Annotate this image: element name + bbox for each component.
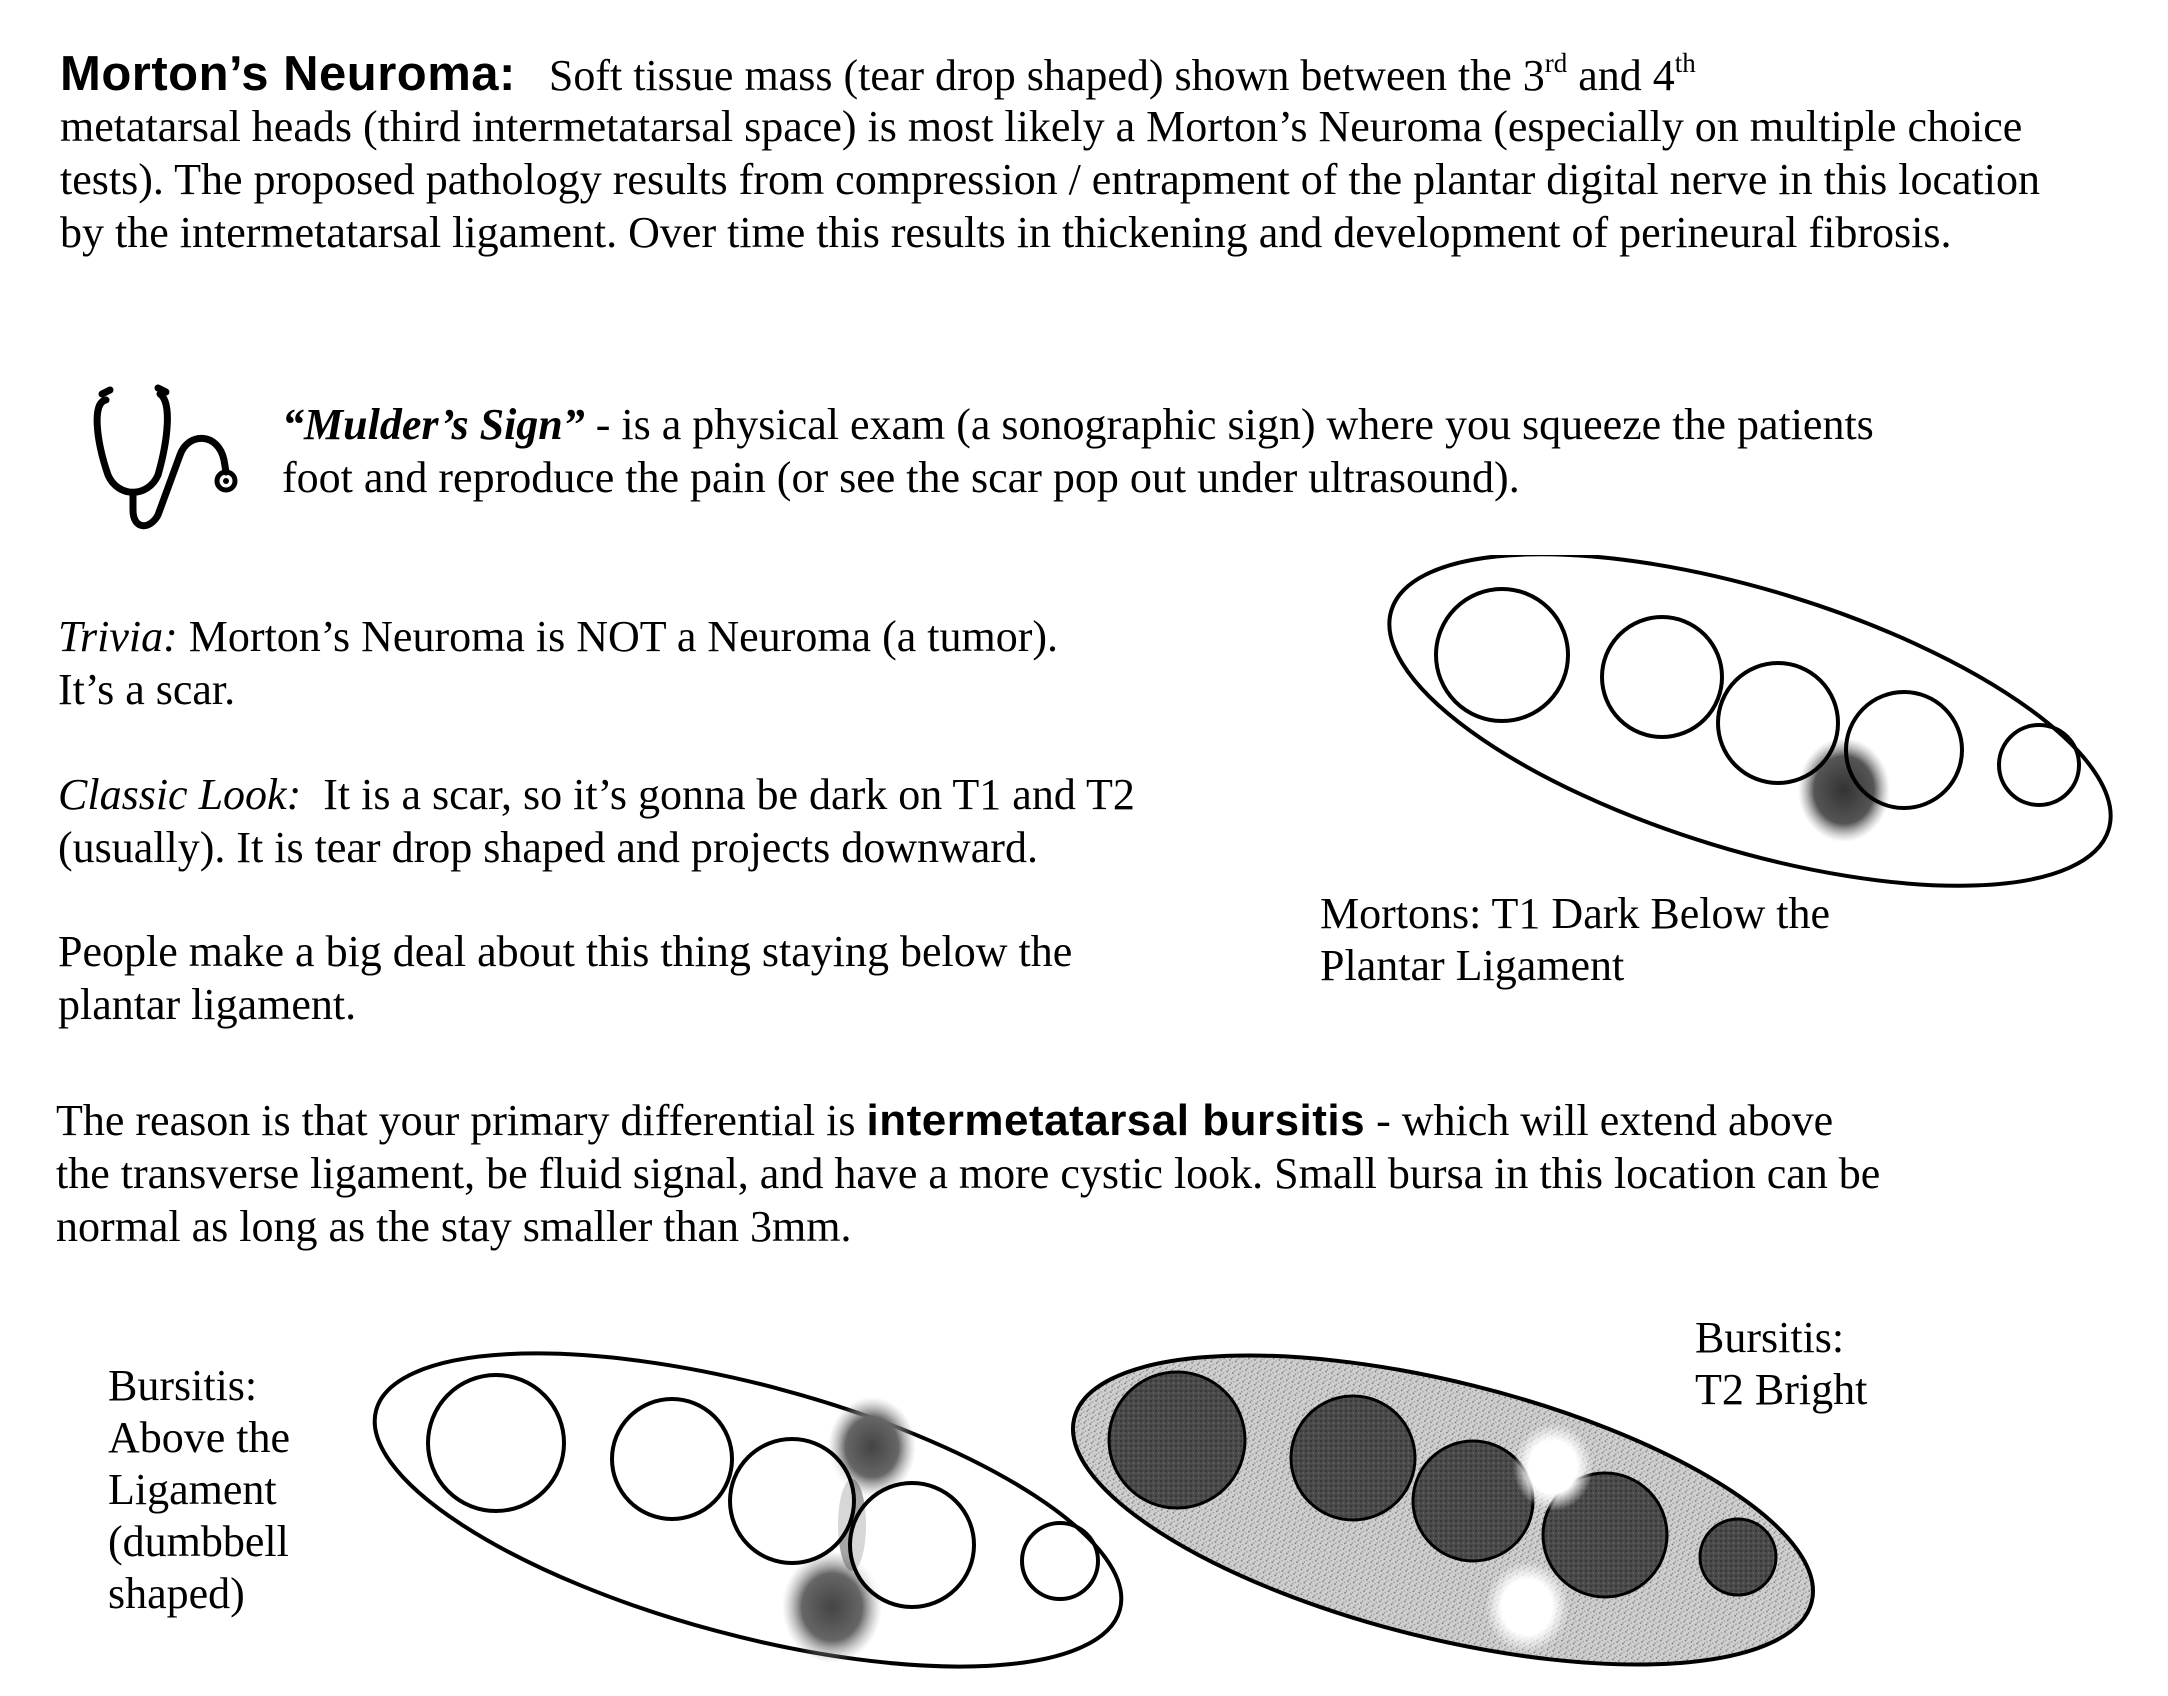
dumbbell-lower-lobe xyxy=(782,1551,882,1663)
intro-rest: metatarsal heads (third intermetatarsal … xyxy=(60,102,2040,257)
metatarsal-head xyxy=(1107,1370,1247,1510)
sup-rd: rd xyxy=(1544,48,1568,78)
bursitis-left-line: Above the xyxy=(108,1413,291,1462)
reason-bold-term: intermetatarsal bursitis xyxy=(866,1096,1366,1145)
bursitis-left-line: (dumbbell xyxy=(108,1517,289,1566)
trivia-line1: Morton’s Neuroma is NOT a Neuroma (a tum… xyxy=(188,612,1059,661)
mulder-term: “Mulder’s Sign” xyxy=(282,400,585,449)
mortons-caption-line1: Mortons: T1 Dark Below the xyxy=(1320,889,1831,938)
metatarsal-head xyxy=(610,1397,734,1521)
intro-and: and 4 xyxy=(1578,51,1675,100)
bursitis-right-line: T2 Bright xyxy=(1695,1365,1868,1414)
metatarsal-head xyxy=(1716,661,1840,785)
bursitis-left-line: shaped) xyxy=(108,1569,245,1618)
classic-section: Classic Look: It is a scar, so it’s gonn… xyxy=(58,768,1358,874)
trivia-line2: It’s a scar. xyxy=(58,665,236,714)
bright-upper-lobe xyxy=(1513,1423,1593,1511)
metatarsal-head xyxy=(728,1437,856,1565)
bursitis-left-line: Ligament xyxy=(108,1465,277,1514)
metatarsal-head xyxy=(1844,690,1964,810)
stethoscope-icon xyxy=(93,384,238,530)
intro-line1: Soft tissue mass (tear drop shaped) show… xyxy=(548,51,1545,100)
classic-line2: (usually). It is tear drop shaped and pr… xyxy=(58,823,1038,872)
metatarsal-head xyxy=(1434,587,1570,723)
intro-paragraph: Morton’s Neuroma: Soft tissue mass (tear… xyxy=(60,48,2140,259)
mulder-line2: foot and reproduce the pain (or see the … xyxy=(282,453,1520,502)
classic-line1: It is a scar, so it’s gonna be dark on T… xyxy=(323,770,1135,819)
trivia-section: Trivia: Morton’s Neuroma is NOT a Neurom… xyxy=(58,610,1308,716)
reason-line2: the transverse ligament, be fluid signal… xyxy=(56,1149,1881,1198)
mortons-caption-line2: Plantar Ligament xyxy=(1320,941,1625,990)
people-line1: People make a big deal about this thing … xyxy=(58,927,1073,976)
bursitis-t2-diagram xyxy=(1070,1353,1816,1667)
sup-th: th xyxy=(1674,48,1696,78)
neuroma-blob xyxy=(1798,738,1890,842)
reason-pre: The reason is that your primary differen… xyxy=(56,1096,856,1145)
bright-lower-lobe xyxy=(1485,1561,1569,1653)
metatarsal-head xyxy=(1020,1521,1100,1601)
bursitis-left-line: Bursitis: xyxy=(108,1361,258,1410)
dumbbell-upper-lobe xyxy=(828,1397,916,1497)
reason-line3: normal as long as the stay smaller than … xyxy=(56,1202,852,1251)
mortons-caption: Mortons: T1 Dark Below the Plantar Ligam… xyxy=(1320,888,1830,992)
classic-label: Classic Look: xyxy=(58,770,302,819)
reason-section: The reason is that your primary differen… xyxy=(56,1094,2156,1253)
mortons-diagram xyxy=(1387,555,2113,888)
bursitis-left-caption: Bursitis: Above the Ligament (dumbbell s… xyxy=(108,1360,290,1620)
people-section: People make a big deal about this thing … xyxy=(58,925,1308,1031)
metatarsal-head xyxy=(1289,1394,1417,1522)
metatarsal-head xyxy=(1600,615,1724,739)
people-line2: plantar ligament. xyxy=(58,980,357,1029)
trivia-label: Trivia: xyxy=(58,612,178,661)
bursitis-above-diagram xyxy=(372,1351,1124,1669)
mulder-section: “Mulder’s Sign” - is a physical exam (a … xyxy=(282,398,2132,504)
bursitis-right-line: Bursitis: xyxy=(1695,1313,1845,1362)
metatarsal-head xyxy=(1698,1517,1778,1597)
metatarsal-head xyxy=(1997,723,2081,807)
reason-line1-post: - which will extend above xyxy=(1376,1096,1834,1145)
foot-outline xyxy=(1387,555,2113,888)
metatarsal-head xyxy=(426,1373,566,1513)
bursitis-right-caption: Bursitis: T2 Bright xyxy=(1695,1312,1867,1416)
mulder-line1: - is a physical exam (a sonographic sign… xyxy=(595,400,1874,449)
metatarsal-head xyxy=(848,1481,976,1609)
page-title: Morton’s Neuroma: xyxy=(60,47,516,101)
